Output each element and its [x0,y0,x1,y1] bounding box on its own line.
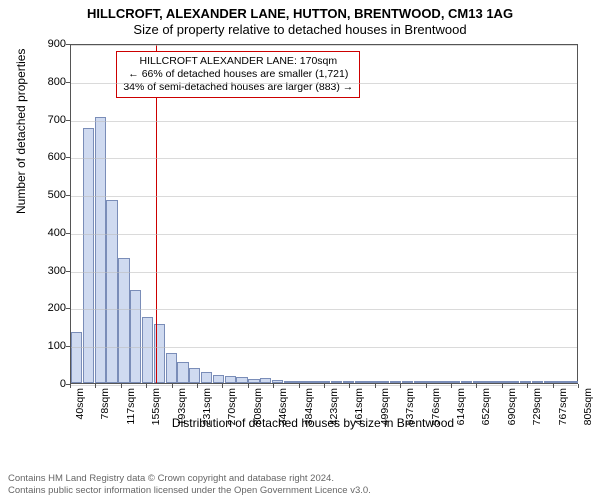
histogram-bar [461,381,472,383]
y-tick-label: 500 [32,189,66,201]
footer-line1: Contains HM Land Registry data © Crown c… [8,473,371,484]
x-axis-label: Distribution of detached houses by size … [48,416,578,430]
histogram-bar [201,372,212,383]
y-tick-label: 700 [32,114,66,126]
histogram-bar [166,353,177,383]
histogram-bar [106,200,117,383]
y-axis-label: Number of detached properties [14,49,28,214]
callout-line2: ← 66% of detached houses are smaller (1,… [123,68,353,81]
title-block: HILLCROFT, ALEXANDER LANE, HUTTON, BRENT… [0,0,600,37]
y-tick-label: 300 [32,265,66,277]
histogram-bar [366,381,377,383]
callout-line1: HILLCROFT ALEXANDER LANE: 170sqm [123,55,353,68]
histogram-bar [508,381,519,383]
y-tick-label: 800 [32,76,66,88]
histogram-bar [177,362,188,383]
histogram-bar [189,368,200,383]
histogram-bar [378,381,389,383]
histogram-bar [355,381,366,383]
footer-line2: Contains public sector information licen… [8,485,371,496]
x-tick-label: 78sqm [99,388,111,420]
x-tick-label: 805sqm [582,388,594,425]
histogram-bar [520,381,531,383]
y-tick-label: 400 [32,227,66,239]
histogram-bar [307,381,318,383]
x-tick-label: 40sqm [74,388,86,420]
histogram-bar [402,381,413,383]
histogram-bar [248,379,259,383]
histogram-bar [284,381,295,383]
histogram-bar [473,381,484,383]
title-sub: Size of property relative to detached ho… [0,22,600,37]
histogram-bar [142,317,153,383]
y-tick-label: 0 [32,378,66,390]
y-tick-label: 900 [32,38,66,50]
histogram-bar [295,381,306,383]
histogram-bar [484,381,495,383]
histogram-bar [118,258,129,383]
histogram-bar [532,381,543,383]
histogram-bar [130,290,141,383]
histogram-bar [83,128,94,383]
histogram-bar [496,381,507,383]
y-tick-label: 200 [32,302,66,314]
y-tick-label: 600 [32,151,66,163]
histogram-bar [544,381,555,383]
histogram-bar [414,381,425,383]
y-tick-label: 100 [32,340,66,352]
histogram-bar [449,381,460,383]
histogram-bar [567,381,578,383]
histogram-bar [213,375,224,383]
histogram-bar [437,381,448,383]
histogram-chart: Number of detached properties HILLCROFT … [48,44,578,424]
histogram-bar [225,376,236,383]
histogram-bar [390,381,401,383]
histogram-bar [331,381,342,383]
footer-attribution: Contains HM Land Registry data © Crown c… [8,473,371,496]
histogram-bar [319,381,330,383]
histogram-bar [95,117,106,383]
callout-box: HILLCROFT ALEXANDER LANE: 170sqm ← 66% o… [116,51,360,98]
title-main: HILLCROFT, ALEXANDER LANE, HUTTON, BRENT… [0,6,600,21]
histogram-bar [425,381,436,383]
histogram-bar [236,377,247,383]
histogram-bar [555,381,566,383]
histogram-bar [260,378,271,383]
histogram-bar [71,332,82,383]
histogram-bar [343,381,354,383]
plot-area: HILLCROFT ALEXANDER LANE: 170sqm ← 66% o… [70,44,578,384]
histogram-bar [272,380,283,383]
